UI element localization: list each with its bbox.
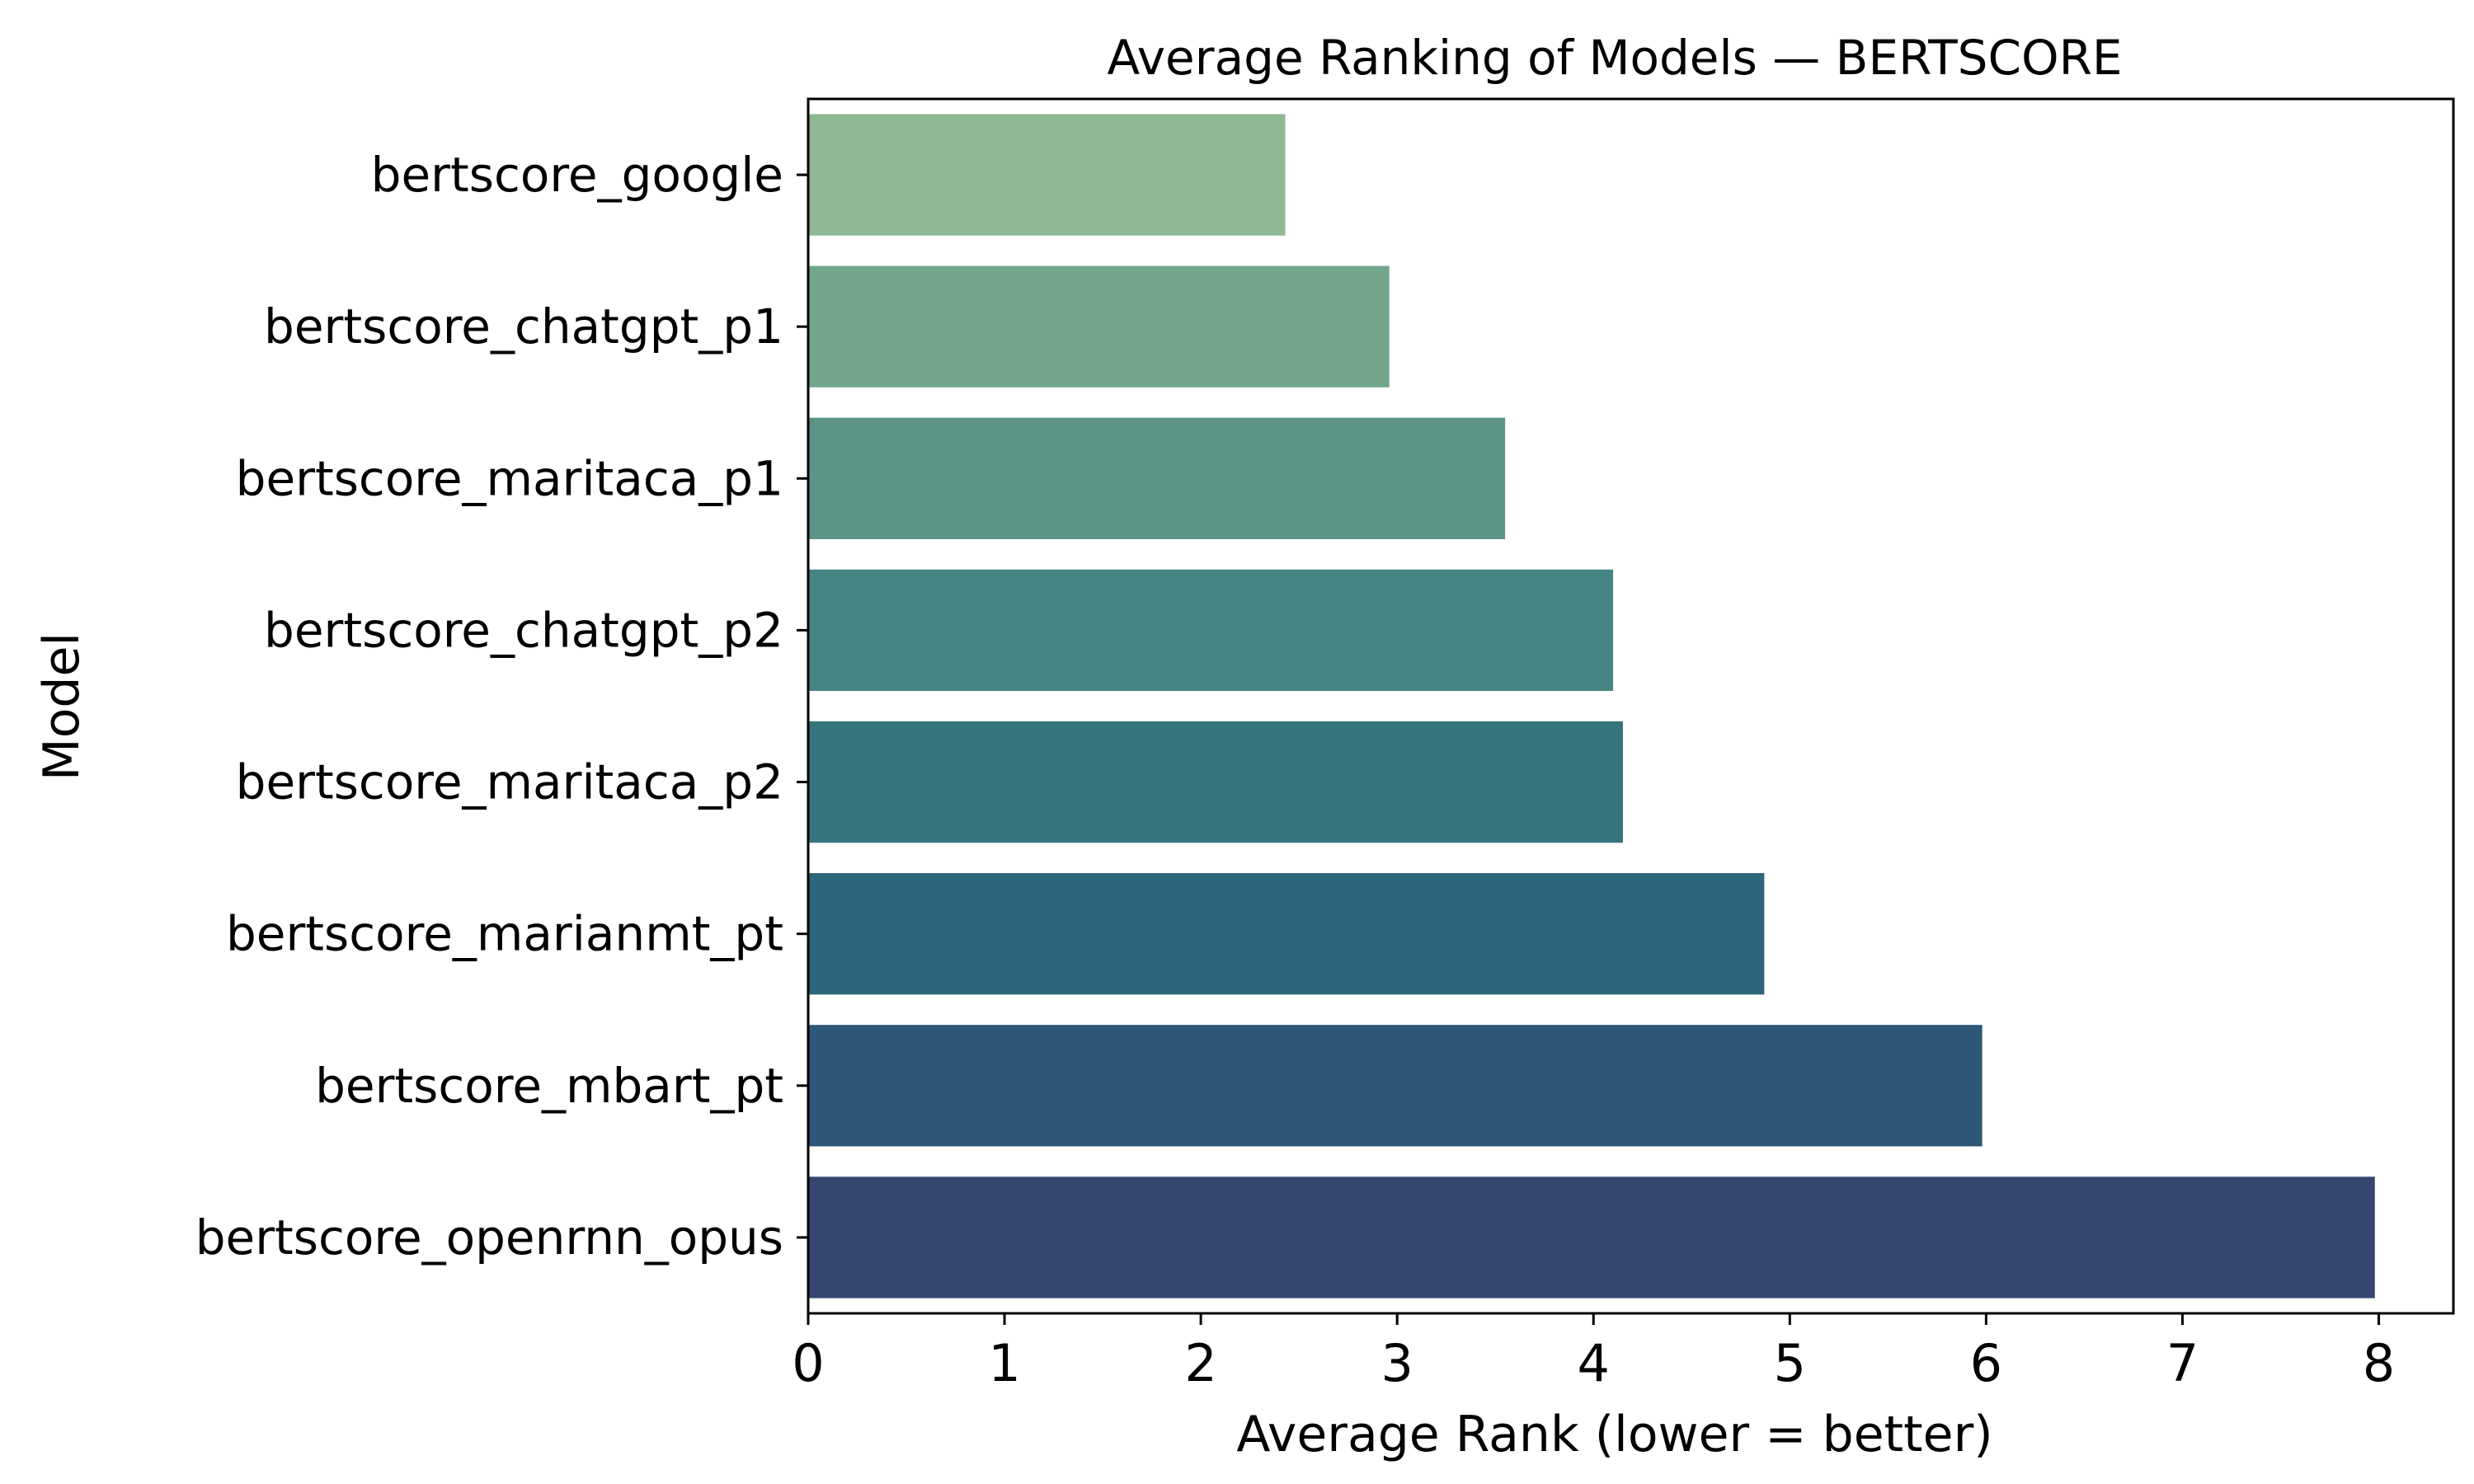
bar-bertscore-chatgpt-p1 <box>808 265 1390 387</box>
y-axis-ticks: bertscore_google bertscore_chatgpt_p1bert… <box>195 147 808 1266</box>
x-tick-label: 7 <box>2166 1333 2199 1393</box>
bar-bertscore-marianmt-pt <box>808 873 1765 995</box>
x-axis-ticks: 0 1 2 3 4 5 6 7 8 <box>792 1313 2395 1393</box>
y-tick-label: bertscore_marianmt_pt <box>226 906 783 962</box>
bar-bertscore-google <box>808 114 1286 236</box>
y-tick-label: bertscore_mbart_pt <box>315 1058 783 1114</box>
bar-bertscore-chatgpt-p2 <box>808 569 1614 692</box>
bar-bertscore-maritaca-p1 <box>808 417 1506 539</box>
bar-bertscore-maritaca-p2 <box>808 721 1623 843</box>
plot-frame <box>807 97 2455 1315</box>
bar-bertscore-mbart-pt <box>808 1025 1982 1147</box>
x-tick-label: 5 <box>1774 1333 1806 1393</box>
x-tick-label: 1 <box>988 1333 1020 1393</box>
y-tick-label: bertscore_maritaca_p2 <box>236 754 783 810</box>
x-tick-label: 6 <box>1970 1333 2002 1393</box>
chart-title: Average Ranking of Models — BERTSCORE <box>1107 30 2122 86</box>
y-tick-label: bertscore_maritaca_p1 <box>236 450 783 506</box>
bars-group <box>808 114 2375 1298</box>
bar-bertscore-openrnn-opus <box>808 1176 2375 1298</box>
y-tick-label: bertscore_chatgpt_p2 <box>264 602 783 658</box>
y-axis-label: Model <box>33 632 91 781</box>
x-tick-label: 8 <box>2363 1333 2395 1393</box>
y-tick-label: bertscore_chatgpt_p1 <box>264 298 783 355</box>
y-tick-label: bertscore_google <box>371 147 783 203</box>
x-tick-label: 4 <box>1578 1333 1610 1393</box>
y-tick-label: bertscore_openrnn_opus <box>195 1209 783 1266</box>
x-axis-label: Average Rank (lower = better) <box>1236 1406 1992 1463</box>
x-tick-label: 0 <box>792 1333 824 1393</box>
x-tick-label: 2 <box>1184 1333 1216 1393</box>
x-tick-label: 3 <box>1380 1333 1413 1393</box>
